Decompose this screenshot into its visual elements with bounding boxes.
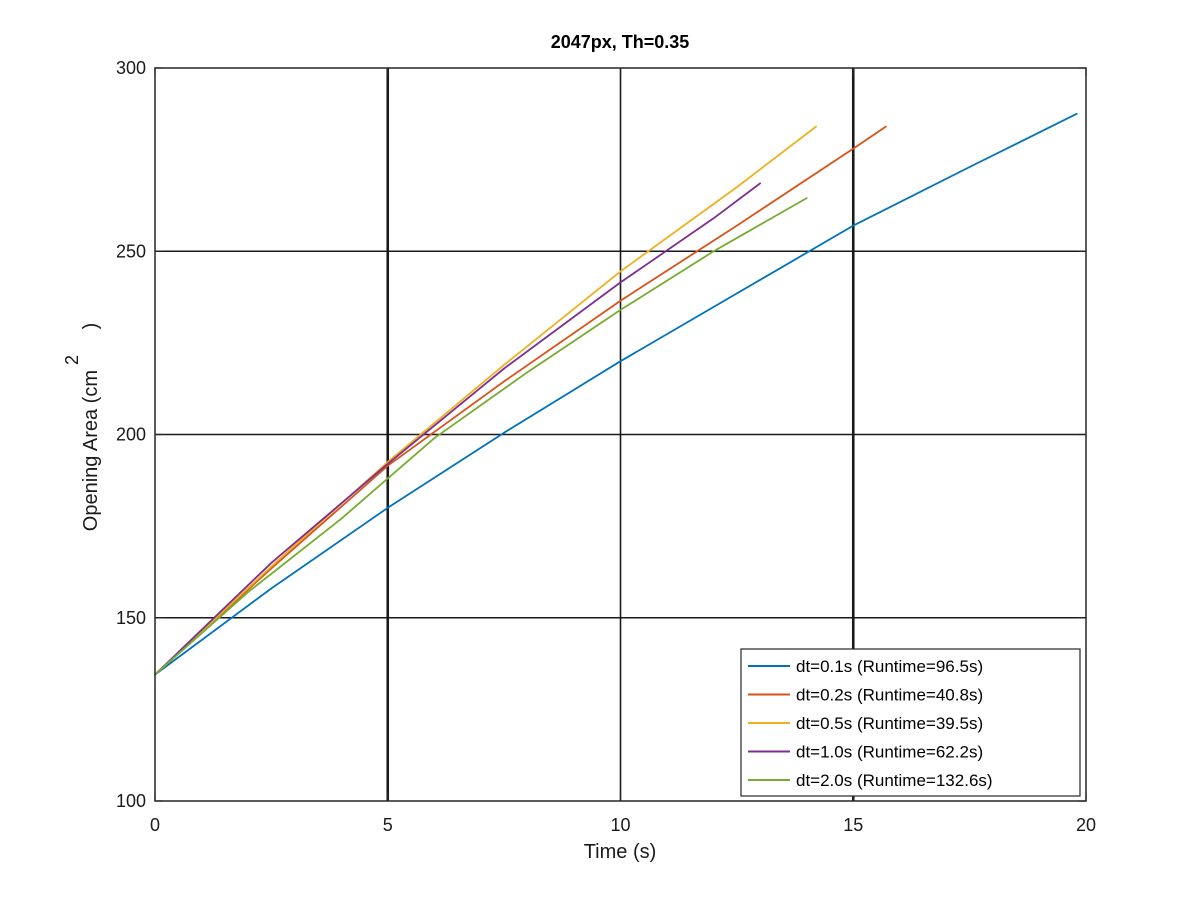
x-tick-label: 10 [610,815,630,835]
y-axis-label: Opening Area (cm [80,370,102,531]
y-tick-label: 150 [116,608,146,628]
tick-labels: 0 5 10 15 20 100 150 200 250 300 [116,58,1096,835]
series-line [154,182,761,676]
series-line [154,125,887,676]
series-lines [154,112,1078,676]
y-tick-label: 300 [116,58,146,78]
series-line [154,197,808,676]
y-axis-label-superscript: 2 [62,355,82,365]
y-tick-label: 250 [116,241,146,261]
chart-title: 2047px, Th=0.35 [551,32,690,52]
legend-label: dt=0.5s (Runtime=39.5s) [796,714,983,733]
x-tick-label: 20 [1076,815,1096,835]
legend-label: dt=0.1s (Runtime=96.5s) [796,657,983,676]
series-line [154,125,817,676]
legend-label: dt=1.0s (Runtime=62.2s) [796,743,983,762]
legend-box [740,648,1081,797]
y-axis-label-close: ) [80,323,102,330]
legend-label: dt=2.0s (Runtime=132.6s) [796,771,993,790]
x-tick-label: 0 [150,815,160,835]
legend: dt=0.1s (Runtime=96.5s) dt=0.2s (Runtime=… [740,648,1081,797]
x-tick-label: 5 [383,815,393,835]
y-tick-label: 100 [116,791,146,811]
series-line [154,112,1078,676]
y-tick-label: 200 [116,425,146,445]
grid-lines [155,68,1086,801]
legend-label: dt=0.2s (Runtime=40.8s) [796,686,983,705]
x-tick-label: 15 [843,815,863,835]
x-axis-label: Time (s) [584,841,657,863]
